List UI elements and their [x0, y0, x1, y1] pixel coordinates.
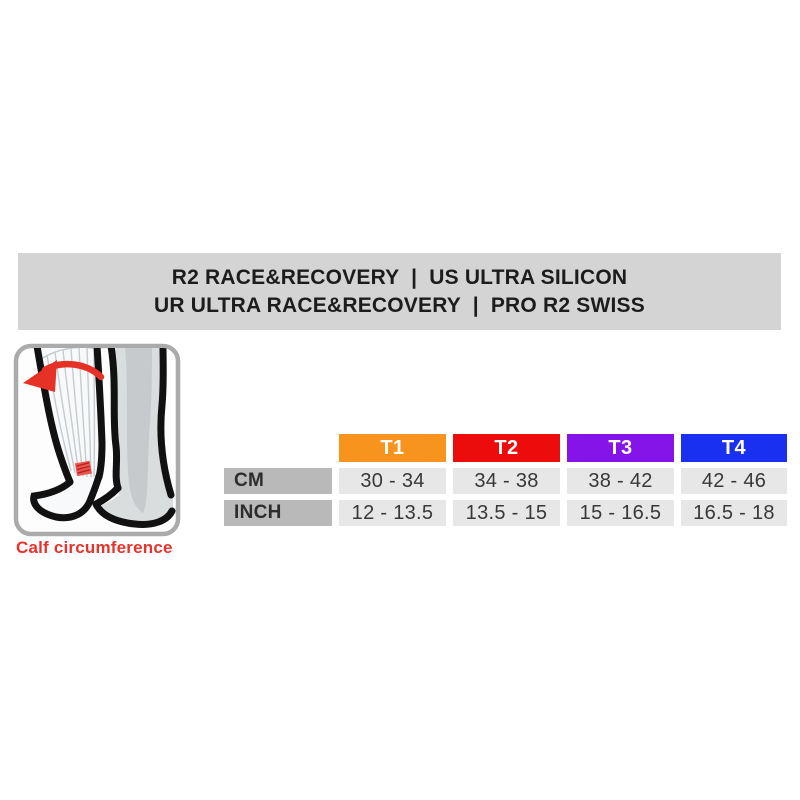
size-table: T1 T2 T3 T4 CM 30 - 34 34 - 38 38 - 42 4… — [224, 434, 787, 526]
cell-inch-t2: 13.5 - 15 — [453, 500, 560, 526]
cell-cm-t1: 30 - 34 — [339, 468, 446, 494]
calf-circumference-caption: Calf circumference — [16, 538, 173, 557]
calf-measurement-illustration — [13, 343, 181, 537]
cell-inch-t3: 15 - 16.5 — [567, 500, 674, 526]
row-label-cm: CM — [224, 468, 332, 494]
sleeve-logo-patch — [74, 460, 92, 477]
cell-cm-t2: 34 - 38 — [453, 468, 560, 494]
size-header-t2: T2 — [453, 434, 560, 462]
table-corner-cell — [224, 434, 332, 462]
cell-cm-t4: 42 - 46 — [681, 468, 787, 494]
size-header-t4: T4 — [681, 434, 787, 462]
back-leg-shape — [92, 348, 176, 528]
product-title-line1: R2 RACE&RECOVERY | US ULTRA SILICON — [171, 266, 628, 289]
size-header-t1: T1 — [339, 434, 446, 462]
cell-cm-t3: 38 - 42 — [567, 468, 674, 494]
cell-inch-t1: 12 - 13.5 — [339, 500, 446, 526]
cell-inch-t4: 16.5 - 18 — [681, 500, 787, 526]
product-title-line2: UR ULTRA RACE&RECOVERY | PRO R2 SWISS — [154, 294, 645, 317]
row-label-inch: INCH — [224, 500, 332, 526]
measure-arrow-icon — [23, 360, 105, 392]
size-header-t3: T3 — [567, 434, 674, 462]
product-title-band: R2 RACE&RECOVERY | US ULTRA SILICON UR U… — [18, 253, 781, 330]
